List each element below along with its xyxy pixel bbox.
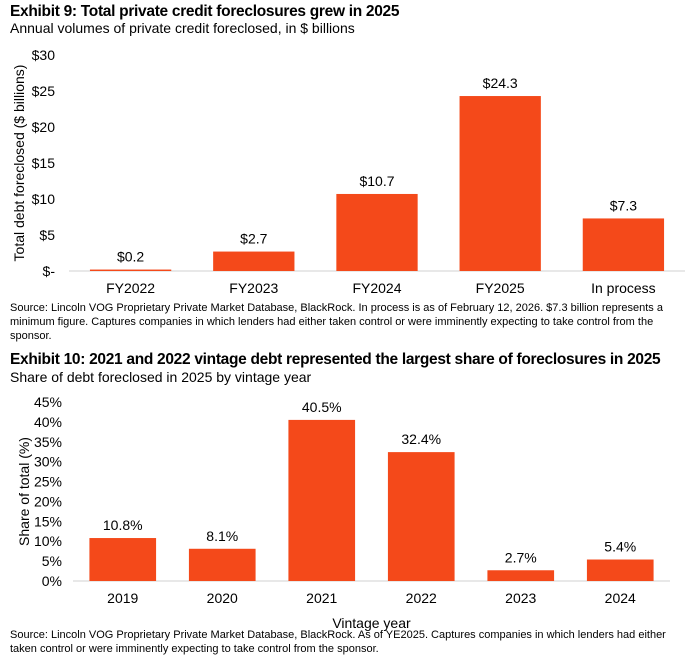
bar-2023 bbox=[487, 570, 555, 581]
x-tick-label: 2019 bbox=[107, 590, 138, 606]
bar-2022 bbox=[387, 452, 455, 581]
chart1-source: Source: Lincoln VOG Proprietary Private … bbox=[10, 302, 663, 342]
data-label: $10.7 bbox=[359, 173, 394, 189]
y-tick-label: 5% bbox=[42, 553, 62, 569]
y-tick-label: $15 bbox=[32, 155, 56, 171]
chart1-subtitle: Annual volumes of private credit foreclo… bbox=[10, 20, 355, 36]
bar-fy2024 bbox=[336, 193, 418, 271]
data-label: 2.7% bbox=[505, 549, 537, 565]
y-tick-label: 0% bbox=[42, 573, 62, 589]
y-tick-label: $10 bbox=[32, 191, 56, 207]
chart2-source: Source: Lincoln VOG Proprietary Private … bbox=[10, 629, 666, 655]
y-tick-label: 20% bbox=[34, 493, 62, 509]
y-axis-label: Share of total (%) bbox=[16, 437, 32, 546]
y-tick-label: 40% bbox=[34, 414, 62, 430]
y-tick-label: $- bbox=[43, 263, 56, 279]
x-tick-label: FY2024 bbox=[352, 280, 401, 296]
chart2-title: Exhibit 10: 2021 and 2022 vintage debt r… bbox=[10, 351, 661, 368]
y-tick-label: $5 bbox=[39, 227, 55, 243]
y-tick-label: 15% bbox=[34, 513, 62, 529]
x-tick-label: 2022 bbox=[406, 590, 437, 606]
x-tick-label: In process bbox=[591, 280, 656, 296]
y-tick-label: $30 bbox=[32, 47, 56, 63]
data-label: 5.4% bbox=[604, 539, 636, 555]
x-tick-label: FY2025 bbox=[476, 280, 525, 296]
bar-2020 bbox=[188, 548, 256, 581]
x-tick-label: 2024 bbox=[605, 590, 636, 606]
bar-fy2023 bbox=[213, 251, 295, 271]
bar-in-process bbox=[582, 218, 665, 271]
chart1-title: Exhibit 9: Total private credit foreclos… bbox=[10, 3, 400, 20]
data-label: $7.3 bbox=[610, 197, 637, 213]
x-axis-label: Vintage year bbox=[332, 615, 411, 631]
y-tick-label: 35% bbox=[34, 434, 62, 450]
data-label: $0.2 bbox=[117, 249, 144, 265]
y-tick-label: $20 bbox=[32, 119, 56, 135]
bar-2024 bbox=[586, 559, 654, 581]
data-label: 10.8% bbox=[103, 517, 143, 533]
bar-fy2025 bbox=[459, 96, 541, 271]
data-label: $24.3 bbox=[483, 75, 518, 91]
x-tick-label: 2023 bbox=[505, 590, 536, 606]
data-label: 8.1% bbox=[206, 528, 238, 544]
y-axis-label: Total debt foreclosed ($ billions) bbox=[11, 65, 27, 262]
data-label: 40.5% bbox=[302, 399, 342, 415]
bar-fy2022 bbox=[89, 269, 172, 271]
x-tick-label: 2020 bbox=[207, 590, 238, 606]
x-tick-label: FY2023 bbox=[229, 280, 278, 296]
chart1-plot: $- $5 $10 $15 $20 $25 $30 $0.2 FY2022 $2.7 FY2023 $… bbox=[11, 47, 685, 296]
chart2-subtitle: Share of debt foreclosed in 2025 by vint… bbox=[10, 369, 312, 385]
y-tick-label: 30% bbox=[34, 454, 62, 470]
y-tick-label: 25% bbox=[34, 474, 62, 490]
y-tick-label: $25 bbox=[32, 83, 56, 99]
y-tick-label: 10% bbox=[34, 533, 62, 549]
x-tick-label: 2021 bbox=[306, 590, 337, 606]
bar-2021 bbox=[288, 419, 356, 581]
y-tick-label: 45% bbox=[34, 394, 62, 410]
x-tick-label: FY2022 bbox=[106, 280, 155, 296]
data-label: 32.4% bbox=[401, 431, 441, 447]
data-label: $2.7 bbox=[240, 231, 267, 247]
bar-2019 bbox=[89, 538, 157, 581]
